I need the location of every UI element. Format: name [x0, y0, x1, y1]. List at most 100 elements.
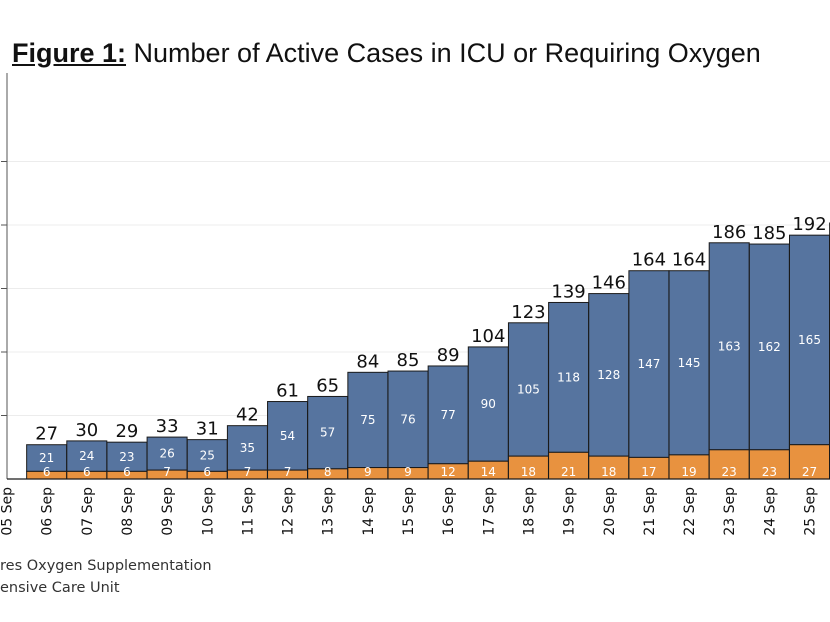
data-label-icu: 17 — [641, 465, 656, 479]
data-label-oxygen: 163 — [718, 339, 741, 353]
data-label-oxygen: 54 — [280, 429, 295, 443]
figure-title-text: Number of Active Cases in ICU or Requiri… — [133, 38, 761, 68]
data-label-oxygen: 23 — [119, 450, 134, 464]
data-label-icu: 7 — [244, 465, 252, 479]
data-label-icu: 7 — [284, 465, 292, 479]
x-tick-label: 12 Sep — [281, 487, 297, 536]
bar-icu — [668, 454, 710, 479]
chart-title: Figure 1: Number of Active Cases in ICU … — [12, 38, 761, 69]
x-tick-label: 14 Sep — [361, 487, 377, 536]
x-tick-label: 08 Sep — [120, 487, 136, 536]
x-tick-label: 19 Sep — [562, 487, 578, 536]
bar-oxygen — [387, 370, 429, 469]
data-label-total: 31 — [196, 419, 219, 440]
x-tick-label: 15 Sep — [401, 487, 417, 536]
data-label-icu: 27 — [802, 465, 817, 479]
bar-oxygen — [226, 425, 268, 471]
data-label-icu: 18 — [521, 465, 536, 479]
data-label-oxygen: 128 — [597, 368, 620, 382]
figure-label: Figure 1: — [12, 38, 127, 68]
x-tick-label: 05 Sep — [0, 487, 16, 536]
data-label-oxygen: 25 — [200, 449, 215, 463]
data-label-oxygen: 105 — [517, 382, 540, 396]
legend-item-icu: ensive Care Unit — [0, 580, 120, 596]
bar-oxygen — [588, 293, 630, 457]
data-label-total: 27 — [35, 424, 58, 445]
data-label-total: 164 — [632, 250, 666, 271]
bar-oxygen — [507, 322, 549, 457]
data-label-total: 192 — [792, 214, 826, 235]
data-label-oxygen: 57 — [320, 426, 335, 440]
data-label-total: 185 — [752, 223, 786, 244]
data-label-total: 139 — [551, 281, 585, 302]
x-tick-label: 11 Sep — [240, 487, 256, 536]
data-label-icu: 14 — [481, 465, 496, 479]
data-label-total: 89 — [437, 345, 460, 366]
data-label-icu: 6 — [43, 465, 51, 479]
data-label-total: 30 — [75, 420, 98, 441]
data-label-oxygen: 165 — [798, 333, 821, 347]
data-label-total: 164 — [672, 250, 706, 271]
data-label-icu: 6 — [83, 465, 91, 479]
bar-oxygen — [347, 371, 389, 469]
x-tick-label: 22 Sep — [682, 487, 698, 536]
data-label-icu: 12 — [441, 465, 456, 479]
bar-oxygen — [668, 270, 710, 456]
data-label-oxygen: 77 — [441, 408, 456, 422]
data-label-oxygen: 145 — [678, 356, 701, 370]
bar-oxygen — [548, 301, 590, 453]
bar-oxygen — [467, 346, 509, 462]
bar-icu — [708, 449, 750, 479]
data-label-oxygen: 147 — [637, 357, 660, 371]
data-label-oxygen: 26 — [159, 447, 174, 461]
x-tick-label: 18 Sep — [521, 487, 537, 536]
bar-oxygen — [186, 439, 228, 472]
data-label-total: 65 — [316, 375, 339, 396]
data-label-icu: 18 — [601, 465, 616, 479]
x-tick-label: 13 Sep — [321, 487, 337, 536]
x-tick-label: 06 Sep — [40, 487, 56, 536]
data-label-total: 146 — [592, 273, 626, 294]
x-tick-label: 23 Sep — [722, 487, 738, 536]
x-tick-label: 21 Sep — [642, 487, 658, 536]
data-label-icu: 21 — [561, 465, 576, 479]
bar-oxygen — [628, 270, 670, 458]
data-label-oxygen: 21 — [39, 451, 54, 465]
data-label-icu: 6 — [123, 465, 131, 479]
data-label-oxygen: 90 — [481, 397, 496, 411]
bar-oxygen — [789, 234, 830, 446]
data-label-total: 29 — [115, 421, 138, 442]
data-label-total: 85 — [397, 350, 420, 371]
bar-oxygen — [307, 395, 349, 470]
data-label-total: 123 — [511, 302, 545, 323]
bar-oxygen — [748, 243, 790, 451]
data-label-total: 42 — [236, 405, 259, 426]
data-label-oxygen: 162 — [758, 340, 781, 354]
data-label-icu: 23 — [722, 465, 737, 479]
data-label-oxygen: 35 — [240, 441, 255, 455]
data-label-total: 61 — [276, 381, 299, 402]
x-tick-label: 10 Sep — [200, 487, 216, 536]
data-label-oxygen: 118 — [557, 370, 580, 384]
data-label-oxygen: 75 — [360, 413, 375, 427]
data-label-icu: 7 — [163, 465, 171, 479]
x-tick-label: 16 Sep — [441, 487, 457, 536]
data-label-icu: 8 — [324, 465, 332, 479]
data-label-icu: 19 — [681, 465, 696, 479]
bar-oxygen — [106, 441, 148, 472]
data-label-total: 104 — [471, 326, 505, 347]
x-tick-label: 07 Sep — [80, 487, 96, 536]
bars-group — [26, 222, 830, 479]
data-label-total: 186 — [712, 222, 746, 243]
x-tick-label: 24 Sep — [762, 487, 778, 536]
data-label-total: 84 — [356, 351, 379, 372]
x-tick-label: 17 Sep — [481, 487, 497, 536]
x-tick-label: 20 Sep — [602, 487, 618, 536]
x-tick-label: 09 Sep — [160, 487, 176, 536]
data-label-icu: 9 — [404, 465, 412, 479]
legend-item-oxygen: res Oxygen Supplementation — [0, 558, 212, 574]
data-label-icu: 6 — [203, 465, 211, 479]
bar-oxygen — [146, 436, 188, 471]
bar-oxygen — [427, 365, 469, 465]
